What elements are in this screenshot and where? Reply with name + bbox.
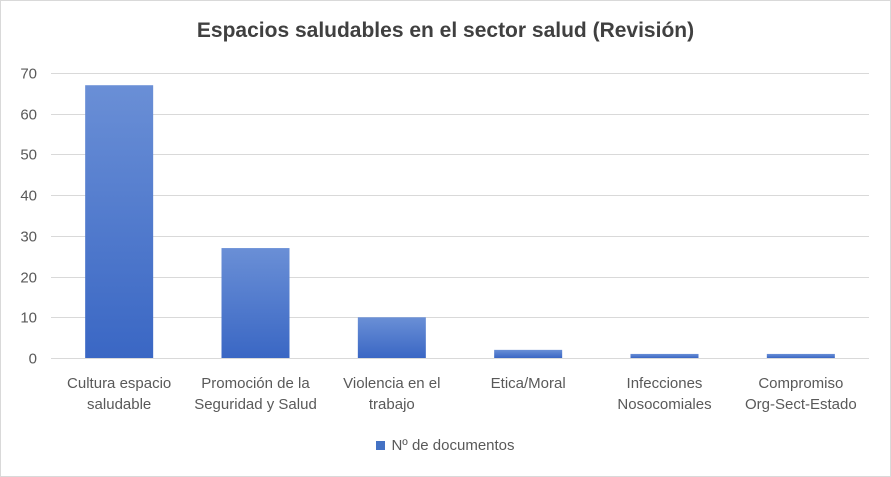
legend: Nº de documentos	[1, 437, 890, 454]
legend-swatch	[376, 441, 386, 450]
y-tick-label: 50	[20, 147, 37, 164]
x-category-label-line: Compromiso	[758, 375, 843, 392]
x-category-label-line: trabajo	[369, 396, 415, 413]
y-tick-label: 60	[20, 107, 37, 124]
y-axis-tick-labels: 0 10 20 30 40 50 60 70	[20, 66, 37, 368]
x-category-label: Promoción de la Seguridad y Salud	[194, 375, 317, 413]
bar	[85, 85, 154, 358]
bar	[630, 353, 699, 358]
bar	[494, 349, 563, 358]
y-tick-label: 70	[20, 66, 37, 83]
x-category-label-line: Org-Sect-Estado	[745, 396, 857, 413]
x-category-label-line: Violencia en el	[343, 375, 440, 392]
y-tick-label: 0	[29, 351, 37, 368]
bar	[357, 317, 426, 358]
chart-title: Espacios saludables en el sector salud (…	[196, 19, 695, 42]
x-category-label-line: Cultura espacio	[67, 375, 171, 392]
x-category-label-line: Etica/Moral	[491, 375, 566, 392]
x-category-label: Etica/Moral	[491, 375, 566, 392]
x-category-label-line: Seguridad y Salud	[194, 396, 317, 413]
x-category-label: Compromiso Org-Sect-Estado	[745, 375, 857, 413]
gridlines	[51, 73, 869, 359]
x-category-label-line: Nosocomiales	[617, 396, 711, 413]
x-category-label-line: Promoción de la	[201, 375, 310, 392]
y-tick-label: 30	[20, 229, 37, 246]
bar	[766, 353, 835, 358]
bar	[221, 248, 290, 358]
bars	[85, 85, 835, 358]
legend-label: Nº de documentos	[391, 437, 515, 454]
x-category-label-line: Infecciones	[627, 375, 703, 392]
x-category-label-line: saludable	[87, 396, 151, 413]
x-axis-category-labels: Cultura espacio saludable Promoción de la S…	[67, 375, 857, 413]
x-category-label: Cultura espacio saludable	[67, 375, 171, 413]
x-category-label: Violencia en el trabajo	[343, 375, 440, 413]
y-tick-label: 40	[20, 188, 37, 205]
y-tick-label: 20	[20, 270, 37, 287]
y-tick-label: 10	[20, 310, 37, 327]
x-category-label: Infecciones Nosocomiales	[617, 375, 711, 413]
